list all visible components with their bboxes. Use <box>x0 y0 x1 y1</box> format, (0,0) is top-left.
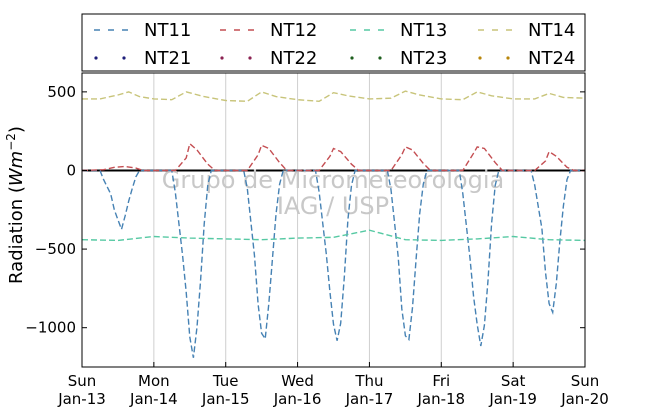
x-tick-label-day: Sun <box>68 372 97 390</box>
x-tick-label-date: Jan-16 <box>273 390 322 408</box>
legend-swatch-nt23 <box>350 56 354 60</box>
legend-label-nt12: NT12 <box>270 20 317 41</box>
legend-swatch-dot <box>122 56 126 60</box>
vertical-gridlines <box>153 73 514 367</box>
x-tick-label-day: Thu <box>354 372 383 390</box>
legend-label-nt22: NT22 <box>270 48 317 69</box>
x-tick-label-date: Jan-13 <box>57 390 106 408</box>
x-tick-label-date: Jan-17 <box>345 390 394 408</box>
series-line-nt12 <box>81 142 585 172</box>
legend-label-nt24: NT24 <box>528 48 575 69</box>
legend-swatch-nt24 <box>478 56 482 60</box>
y-tick-label: 0 <box>66 161 76 179</box>
y-tick-label: −500 <box>35 240 76 258</box>
plot-frame <box>81 72 586 368</box>
series-line-nt14 <box>82 90 586 103</box>
watermark-line-2: IAG / USP <box>277 192 389 220</box>
series-line-nt11 <box>82 169 585 358</box>
legend-swatch-dot <box>506 56 510 60</box>
x-tick-label-day: Mon <box>138 372 170 390</box>
x-axis-ticks: SunJan-13MonJan-14TueJan-15WedJan-16ThuJ… <box>57 362 609 408</box>
y-tick-label: −1000 <box>25 319 76 337</box>
x-tick-label-date: Jan-15 <box>201 390 250 408</box>
y-tick-label: 500 <box>47 83 76 101</box>
legend-label-nt11: NT11 <box>144 20 191 41</box>
x-tick-label-date: Jan-14 <box>129 390 178 408</box>
x-tick-label-date: Jan-18 <box>416 390 465 408</box>
y-axis-ticks: 500 0 −500 −1000 <box>25 83 585 337</box>
legend-label-nt14: NT14 <box>528 20 575 41</box>
legend-label-nt13: NT13 <box>400 20 447 41</box>
x-tick-label-day: Sun <box>571 372 600 390</box>
legend-frame <box>81 13 586 72</box>
x-tick-label-day: Sat <box>501 372 526 390</box>
legend-label-nt21: NT21 <box>144 48 191 69</box>
legend-swatch-dot <box>248 56 252 60</box>
legend-label-nt23: NT23 <box>400 48 447 69</box>
x-tick-label-day: Wed <box>281 372 314 390</box>
x-tick-label-date: Jan-20 <box>560 390 609 408</box>
x-tick-label-day: Fri <box>432 372 450 390</box>
legend: NT11 NT12 NT13 NT14 NT21 NT22 NT23 NT24 <box>81 13 586 72</box>
plot-background <box>82 73 585 367</box>
series-line-nt13 <box>81 229 586 242</box>
x-tick-label-date: Jan-19 <box>488 390 537 408</box>
legend-swatch-nt22 <box>220 56 224 60</box>
legend-swatch-dot <box>378 56 382 60</box>
legend-swatch-nt21 <box>94 56 98 60</box>
y-axis-label: Radiation (Wm−2) <box>4 126 27 284</box>
series-layer <box>81 90 586 358</box>
x-tick-label-day: Tue <box>212 372 239 390</box>
